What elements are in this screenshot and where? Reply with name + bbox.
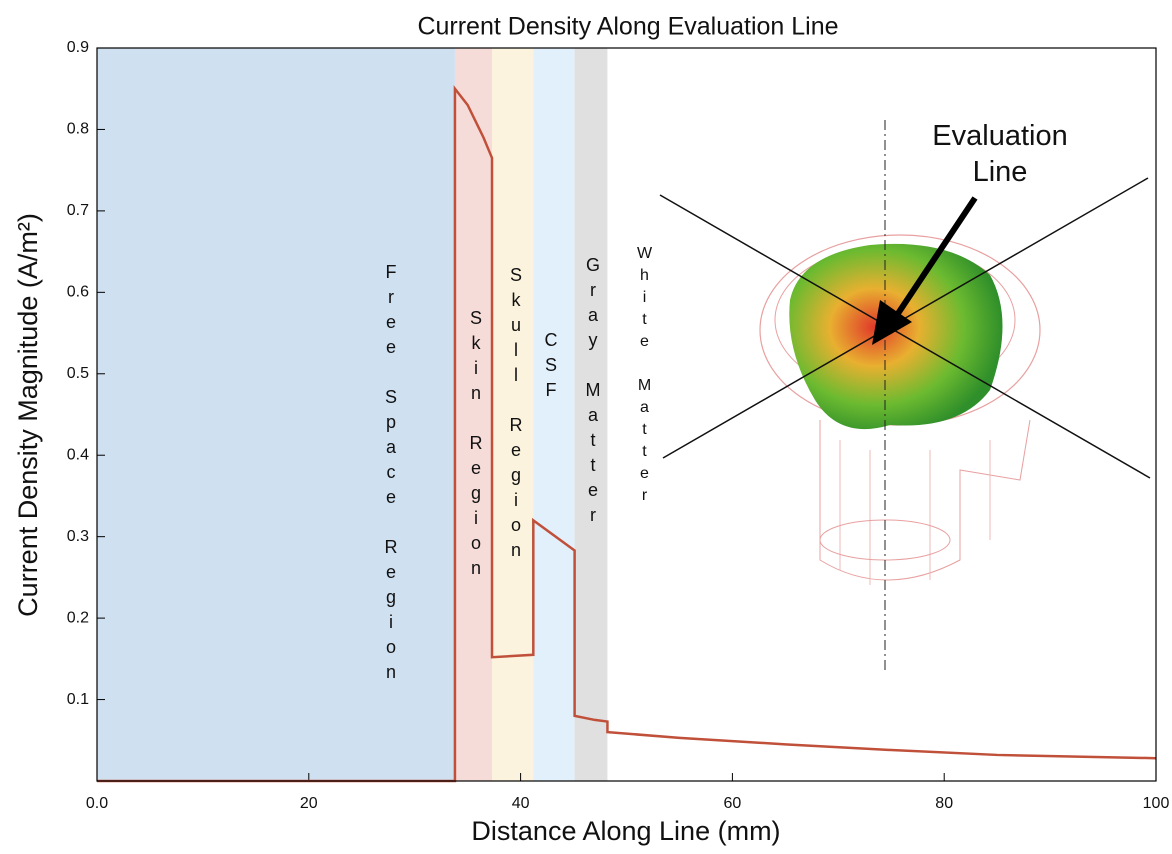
x-tick-label: 60 [724, 795, 742, 812]
x-tick-label: 80 [935, 795, 953, 812]
y-tick-label: 0.5 [67, 365, 89, 382]
x-tick-label: 20 [300, 795, 318, 812]
chart-title: Current Density Along Evaluation Line [417, 13, 838, 41]
x-tick-label: 0.0 [86, 795, 108, 812]
y-tick-label: 0.6 [67, 284, 89, 301]
region-label: Gray Matter [582, 255, 603, 530]
region-band [97, 48, 455, 781]
region-band [533, 48, 574, 781]
y-tick-label: 0.7 [67, 202, 89, 219]
x-tick-label: 40 [512, 795, 530, 812]
page: {"chart_data": {"type": "line", "title":… [0, 0, 1172, 854]
y-axis-label: Current Density Magnitude (A/m²) [13, 213, 43, 617]
y-tick-label: 0.2 [67, 609, 89, 626]
x-axis-label: Distance Along Line (mm) [471, 816, 780, 846]
y-tick-label: 0.8 [67, 121, 89, 138]
region-label: White Matter [635, 245, 653, 509]
region-label: Skull Region [505, 265, 526, 565]
brain [789, 244, 1002, 429]
y-tick-label: 0.4 [67, 446, 89, 463]
y-tick-label: 0.9 [67, 39, 89, 56]
y-tick-label: 0.1 [67, 691, 89, 708]
x-tick-label: 100 [1143, 795, 1170, 812]
annotation: Evaluation Line [905, 118, 1095, 190]
y-tick-label: 0.3 [67, 528, 89, 545]
region-label: Skin Region [465, 308, 486, 583]
region-label: CSF [540, 330, 561, 405]
region-label: Free Space Region [380, 262, 401, 687]
